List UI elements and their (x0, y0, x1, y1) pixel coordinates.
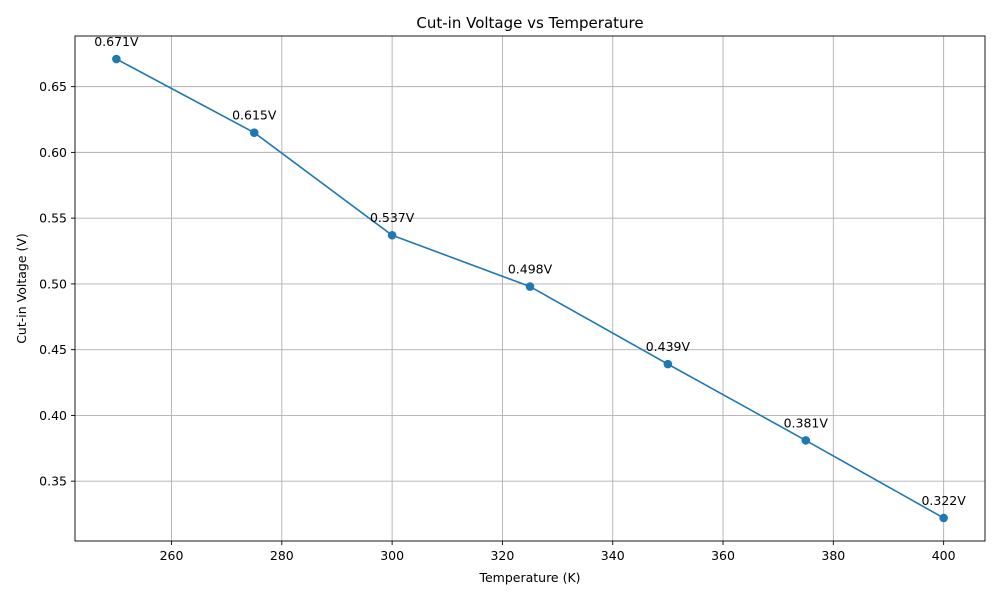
grid-lines (75, 36, 985, 541)
y-axis-ticks: 0.35 0.40 0.45 0.50 0.55 0.60 0.65 (39, 79, 75, 489)
x-tick-label: 280 (270, 548, 294, 563)
x-axis-ticks: 260 280 300 320 340 360 380 400 (160, 541, 956, 563)
data-labels: 0.671V 0.615V 0.537V 0.498V 0.439V 0.381V 0.32… (94, 34, 966, 508)
chart-title: Cut-in Voltage vs Temperature (416, 14, 643, 32)
data-point (387, 230, 397, 240)
data-label: 0.498V (508, 262, 553, 277)
data-label: 0.615V (232, 108, 277, 123)
y-tick-label: 0.35 (39, 474, 67, 489)
x-tick-label: 400 (932, 548, 956, 563)
x-tick-label: 300 (380, 548, 404, 563)
y-tick-label: 0.60 (39, 145, 67, 160)
data-point (249, 128, 259, 137)
y-axis-label: Cut-in Voltage (V) (14, 233, 29, 344)
data-label: 0.322V (921, 493, 966, 508)
data-label: 0.671V (94, 34, 139, 49)
data-label: 0.537V (370, 210, 415, 225)
data-label: 0.439V (646, 339, 691, 354)
x-tick-label: 340 (601, 548, 625, 563)
x-tick-label: 260 (160, 548, 184, 563)
x-tick-label: 320 (490, 548, 514, 563)
y-tick-label: 0.40 (39, 408, 67, 423)
y-tick-label: 0.65 (39, 79, 67, 94)
y-tick-label: 0.45 (39, 342, 67, 357)
data-point (112, 54, 121, 64)
data-label: 0.381V (784, 415, 829, 430)
data-point (663, 359, 673, 369)
x-tick-label: 360 (711, 548, 735, 563)
data-point (525, 282, 535, 291)
y-tick-label: 0.50 (39, 276, 67, 291)
data-points (112, 54, 948, 523)
y-tick-label: 0.55 (39, 211, 67, 226)
x-axis-label: Temperature (K) (478, 570, 580, 585)
data-point (801, 436, 811, 445)
plot-area-frame (74, 35, 986, 542)
data-point (939, 513, 948, 523)
x-tick-label: 380 (821, 548, 845, 563)
